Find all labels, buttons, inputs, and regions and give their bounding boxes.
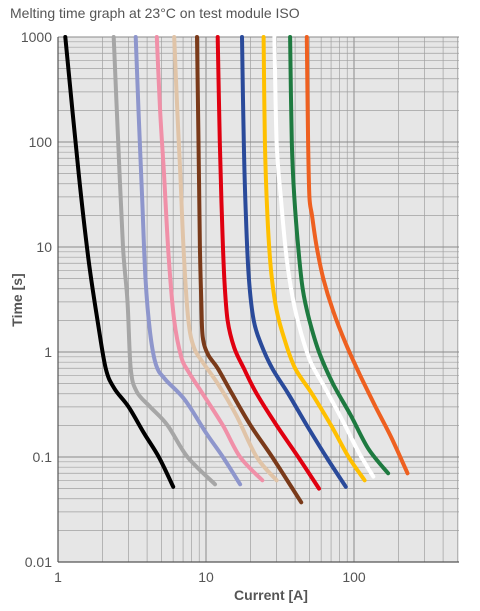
x-tick-label: 100 bbox=[342, 569, 366, 585]
grid-lines bbox=[57, 36, 459, 563]
y-tick-label: 100 bbox=[29, 134, 53, 150]
x-axis-label: Current [A] bbox=[234, 587, 308, 603]
fuse-curve-3 bbox=[133, 35, 243, 487]
fuse-curve-7 bbox=[215, 35, 321, 491]
y-tick-label: 1 bbox=[44, 344, 52, 360]
fuse-curve-9 bbox=[261, 35, 367, 483]
y-tick-label: 1000 bbox=[21, 29, 52, 45]
x-tick-label: 10 bbox=[198, 569, 214, 585]
y-tick-label: 0.1 bbox=[33, 449, 53, 465]
y-tick-label: 0.01 bbox=[25, 554, 52, 570]
fuse-curve-6 bbox=[195, 35, 304, 505]
fuse-curve-4 bbox=[154, 35, 265, 483]
fuse-curve-12 bbox=[304, 35, 410, 476]
fuse-curves bbox=[63, 35, 410, 505]
tick-labels: 1 10 100 1000 100 10 1 0.1 0.01 bbox=[21, 29, 366, 585]
y-tick-label: 10 bbox=[36, 239, 52, 255]
y-axis-label: Time [s] bbox=[9, 273, 25, 326]
fuse-curve-10 bbox=[272, 35, 376, 479]
fuse-curve-8 bbox=[240, 35, 348, 489]
chart-title: Melting time graph at 23°C on test modul… bbox=[10, 5, 300, 21]
fuse-curve-11 bbox=[288, 35, 391, 476]
fuse-curve-1 bbox=[63, 35, 176, 489]
fuse-curve-2 bbox=[111, 35, 217, 487]
fuse-curve-5 bbox=[172, 35, 279, 483]
x-tick-label: 1 bbox=[54, 569, 62, 585]
